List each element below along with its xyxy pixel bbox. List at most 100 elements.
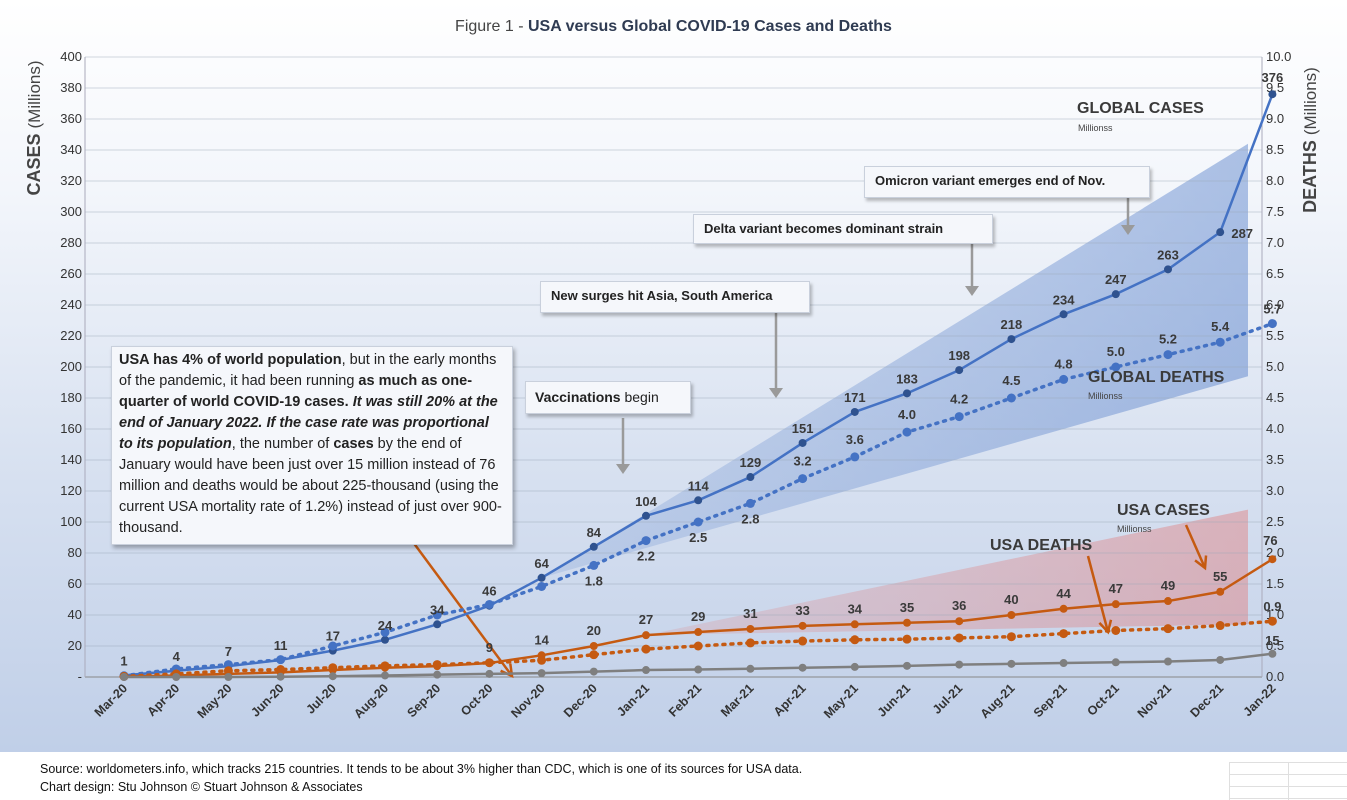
data-point-global-deaths bbox=[537, 581, 547, 591]
data-label-global-cases: 198 bbox=[948, 348, 970, 363]
callout-p7: cases bbox=[333, 436, 374, 452]
y-left-tick: 180 bbox=[60, 390, 82, 405]
data-point-usa-reference bbox=[485, 669, 494, 678]
chart-area: -20 40 60 80 100 120 140 160 180 200 220 240 260 280 3… bbox=[0, 0, 1347, 752]
data-point-global-deaths bbox=[902, 427, 912, 437]
x-tick-label: Mar-21 bbox=[718, 681, 756, 719]
callout-p5: It was still 20% at the end of January 2… bbox=[119, 394, 498, 452]
data-point-global-cases bbox=[1007, 335, 1016, 344]
label-global-cases: GLOBAL CASES bbox=[1077, 100, 1204, 117]
data-label-global-cases: 64 bbox=[534, 556, 549, 571]
data-label-usa-cases: 40 bbox=[1004, 592, 1018, 607]
x-tick-label: Jun-20 bbox=[248, 681, 286, 719]
data-point-usa-reference bbox=[694, 665, 703, 674]
data-label-usa-cases: 35 bbox=[900, 600, 914, 615]
callout-p2: , but in the early months of the pandemi… bbox=[119, 352, 497, 389]
data-label-global-cases: 247 bbox=[1105, 272, 1127, 287]
data-point-global-cases bbox=[381, 635, 389, 644]
annotation-omicron-text: Omicron variant emerges end of Nov. bbox=[875, 173, 1106, 188]
data-point-usa-reference bbox=[381, 671, 389, 680]
data-point-usa-reference bbox=[1164, 657, 1172, 666]
y-left-axis-title: CASES (Millions) bbox=[24, 60, 44, 195]
data-point-global-cases bbox=[1164, 265, 1172, 274]
x-tick-label: Nov-20 bbox=[508, 681, 547, 720]
data-point-usa-reference bbox=[903, 661, 911, 670]
y-left-tick: 400 bbox=[60, 49, 82, 64]
data-point-global-cases bbox=[1111, 290, 1120, 299]
x-tick-label: Jul-21 bbox=[930, 681, 965, 716]
y-left-tick: 260 bbox=[60, 266, 82, 281]
data-point-usa-reference bbox=[798, 663, 807, 672]
data-point-global-cases bbox=[642, 511, 650, 520]
data-label-global-cases: 4 bbox=[173, 649, 181, 664]
y-left-tick: 80 bbox=[68, 545, 82, 560]
data-point-usa-reference bbox=[1059, 659, 1068, 668]
data-point-global-cases bbox=[1216, 228, 1225, 237]
data-point-global-deaths bbox=[1059, 374, 1069, 384]
y-right-tick: 8.5 bbox=[1266, 142, 1284, 157]
data-label-global-deaths: 2.8 bbox=[741, 511, 759, 526]
data-point-global-deaths bbox=[693, 517, 703, 527]
data-label-global-cases: 34 bbox=[430, 602, 445, 617]
data-label-global-deaths: 4.0 bbox=[898, 407, 916, 422]
data-point-usa-cases bbox=[1007, 611, 1016, 619]
title-main: USA versus Global COVID-19 Cases and Dea… bbox=[527, 18, 892, 35]
data-point-global-cases bbox=[903, 389, 911, 398]
callout-arrow-line bbox=[1086, 555, 1110, 633]
data-label-global-deaths: 4.5 bbox=[1002, 373, 1020, 388]
y-right-tick: 5.5 bbox=[1266, 328, 1284, 343]
footer: Source: worldometers.info, which tracks … bbox=[0, 752, 1347, 800]
data-point-global-deaths bbox=[223, 660, 233, 670]
data-point-global-deaths bbox=[1215, 337, 1225, 347]
y-right-tick: 8.0 bbox=[1266, 173, 1284, 188]
data-label-global-cases: 114 bbox=[688, 478, 710, 493]
y-right-tick: 1.5 bbox=[1266, 576, 1284, 591]
data-point-usa-deaths bbox=[223, 666, 233, 676]
data-label-usa-cases: 9 bbox=[486, 640, 493, 655]
callout-p1: USA has 4% of world population bbox=[119, 352, 342, 368]
data-point-usa-deaths bbox=[276, 665, 286, 675]
data-label-global-cases: 24 bbox=[378, 618, 393, 633]
y-right-axis-title: DEATHS (Millions) bbox=[1300, 67, 1320, 213]
data-point-usa-deaths bbox=[693, 641, 703, 651]
y-right-tick: 6.5 bbox=[1266, 266, 1284, 281]
data-point-global-deaths bbox=[1111, 362, 1121, 372]
data-point-global-deaths bbox=[641, 536, 651, 546]
y-right-tick: 4.0 bbox=[1266, 421, 1284, 436]
data-point-global-cases bbox=[955, 366, 964, 375]
y-left-tick: 40 bbox=[68, 607, 82, 622]
data-point-usa-deaths bbox=[1267, 616, 1277, 626]
annotation-surges-text: New surges hit Asia, South America bbox=[551, 288, 773, 303]
label-usa-cases-unit: Millionss bbox=[1117, 524, 1152, 534]
data-point-global-cases bbox=[850, 407, 859, 416]
data-point-global-deaths bbox=[484, 599, 494, 609]
data-label-usa-cases: 55 bbox=[1213, 569, 1227, 584]
data-label-global-cases: 17 bbox=[326, 629, 340, 644]
data-label-global-cases: 376 bbox=[1262, 70, 1284, 85]
y-left-tick: 320 bbox=[60, 173, 82, 188]
data-point-global-cases bbox=[1268, 90, 1277, 99]
data-label-global-deaths: 4.8 bbox=[1055, 356, 1073, 371]
data-point-global-cases bbox=[433, 620, 442, 629]
x-tick-label: Jan-22 bbox=[1241, 681, 1279, 719]
x-tick-label: Oct-21 bbox=[1085, 681, 1122, 718]
data-point-global-deaths bbox=[589, 560, 599, 570]
data-point-usa-cases bbox=[746, 624, 755, 633]
x-tick-label: Aug-21 bbox=[978, 681, 1018, 721]
data-label-global-cases: 171 bbox=[844, 390, 866, 405]
data-point-usa-reference bbox=[328, 672, 337, 681]
data-point-usa-deaths bbox=[380, 661, 390, 671]
data-point-global-deaths bbox=[745, 498, 755, 508]
x-tick-label: Nov-21 bbox=[1135, 681, 1174, 720]
chart-title: Figure 1 - USA versus Global COVID-19 Ca… bbox=[0, 18, 1347, 36]
data-point-global-cases bbox=[798, 438, 807, 447]
data-label-global-deaths: 5.7 bbox=[1263, 302, 1281, 317]
data-point-usa-deaths bbox=[1163, 624, 1173, 634]
data-label-usa-cases: 47 bbox=[1109, 581, 1123, 596]
data-label-global-deaths: 5.2 bbox=[1159, 332, 1177, 347]
data-label-usa-cases: 14 bbox=[534, 632, 549, 647]
data-point-usa-deaths bbox=[1215, 621, 1225, 631]
data-point-global-deaths bbox=[1006, 393, 1016, 403]
data-point-usa-deaths bbox=[902, 634, 912, 644]
annotation-arrow-head bbox=[1121, 225, 1135, 235]
